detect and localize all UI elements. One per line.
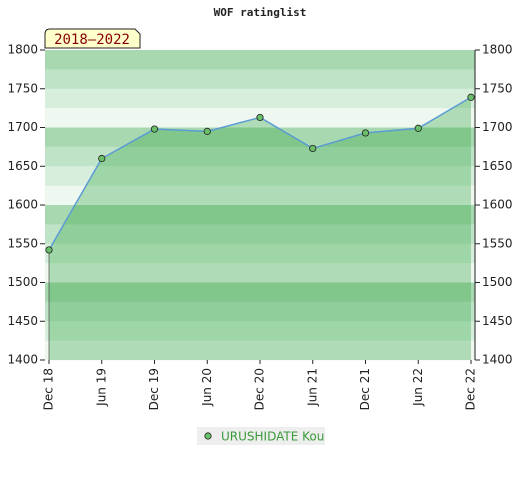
annotation-box	[44, 28, 141, 49]
band	[45, 185, 475, 206]
legend	[197, 427, 325, 445]
point	[150, 125, 159, 133]
band	[45, 321, 475, 342]
band	[45, 263, 475, 283]
y-tick-label: 1450	[7, 314, 38, 328]
point	[256, 113, 264, 122]
y2-tick-label: 1650	[482, 159, 513, 173]
y-tick-label: 1750	[7, 81, 38, 95]
band	[45, 69, 475, 90]
band	[45, 243, 475, 264]
x-tick-label: Dec 20	[253, 368, 267, 410]
x-tick-label: Jun 20	[200, 368, 214, 407]
point	[45, 246, 53, 254]
legend-label: URUSHIDATE Kou	[221, 430, 324, 444]
y-tick-label: 1700	[7, 120, 38, 134]
y2-tick-label: 1550	[482, 236, 513, 250]
point	[203, 127, 211, 135]
x-tick-label: Jun 19	[94, 368, 108, 407]
y-tick-label: 1800	[7, 43, 38, 57]
point	[309, 144, 317, 153]
y-tick-label: 1500	[7, 275, 38, 289]
y2-tick-label: 1750	[482, 81, 513, 95]
y-tick-label: 1550	[7, 236, 38, 250]
y2-tick-label: 1700	[482, 120, 513, 134]
x-tick-label: Dec 21	[358, 368, 372, 410]
area	[49, 97, 471, 361]
point	[467, 93, 475, 101]
x-tick-label: Dec 22	[464, 368, 478, 410]
band	[45, 88, 475, 109]
x-tick-label: Jun 21	[305, 368, 319, 407]
legend-marker	[204, 432, 212, 440]
band	[45, 166, 475, 187]
point	[98, 154, 106, 163]
x-tick-label: Jun 22	[411, 368, 425, 407]
point	[414, 124, 422, 132]
x-tick-label: Dec 19	[147, 368, 161, 410]
band	[45, 224, 475, 245]
y-tick-label: 1400	[7, 353, 38, 367]
y2-tick-label: 1450	[482, 314, 513, 328]
y-tick-label: 1600	[7, 198, 38, 212]
x-tick-label: Dec 18	[42, 368, 56, 410]
band	[45, 146, 475, 167]
band	[45, 282, 475, 303]
y2-tick-label: 1400	[482, 353, 513, 367]
y2-tick-label: 1500	[482, 275, 513, 289]
chart-title: WOF ratinglist	[214, 6, 307, 19]
y-tick-label: 1650	[7, 159, 38, 173]
y2-tick-label: 1600	[482, 198, 513, 212]
annotation: 2018–2022	[54, 32, 130, 48]
band	[45, 301, 475, 322]
point	[361, 129, 370, 137]
y2-tick-label: 1800	[482, 43, 513, 57]
band	[45, 205, 475, 225]
band	[45, 340, 475, 361]
band	[45, 50, 475, 70]
